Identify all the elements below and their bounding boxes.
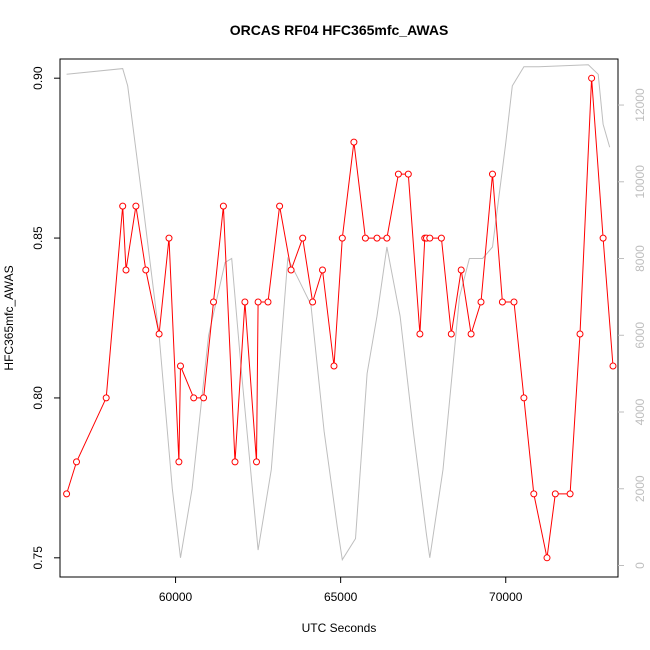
series-layer [63,64,617,562]
chart-title: ORCAS RF04 HFC365mfc_AWAS [230,22,449,38]
y-tick-label: 0.85 [31,226,45,250]
data-point [437,234,445,242]
data-point [287,266,295,274]
data-point [155,330,163,338]
data-point [219,202,227,210]
y-axis-label: HFC365mfc_AWAS [2,265,16,370]
x-tick-label: 70000 [489,590,523,604]
data-point [510,298,518,306]
y-tick-label: 0.75 [31,546,45,570]
y2-tick-label: 10000 [633,165,647,199]
y2-tick-label: 0 [633,562,647,569]
data-point [498,298,506,306]
data-point [264,298,272,306]
data-point [477,298,485,306]
data-point [241,298,249,306]
data-point [276,202,284,210]
y2-tick-label: 4000 [633,398,647,425]
data-point [330,362,338,370]
data-point [361,234,369,242]
data-point [210,298,217,306]
data-point [254,298,262,306]
x-axis: 60000 65000 70000 [159,577,523,604]
data-point [73,458,80,466]
data-point [119,202,127,210]
data-point [350,138,358,146]
data-point [609,362,617,370]
x-tick-label: 65000 [324,590,358,604]
data-point [299,234,307,242]
data-point [319,266,326,274]
y2-tick-label: 12000 [633,88,647,122]
data-point [599,234,607,242]
data-point [416,330,424,338]
data-point [457,266,465,274]
x-axis-label: UTC Seconds [302,621,377,635]
y-axis-right: 0 2000 4000 6000 8000 10000 12000 [618,88,647,569]
data-point [373,234,381,242]
data-point [177,362,184,370]
data-point [122,266,130,274]
data-point [467,330,475,338]
data-point [338,234,346,242]
data-point [551,490,559,498]
data-point [543,554,551,562]
data-point [520,394,528,402]
data-point [447,330,455,338]
data-point [576,330,584,338]
data-point [588,74,596,82]
plot-frame [59,58,619,578]
data-point [489,170,496,178]
data-point [426,234,434,242]
data-point [165,234,173,242]
data-point [383,234,391,242]
y2-tick-label: 6000 [633,322,647,349]
data-point [102,394,110,402]
secondary-series-line [66,64,611,562]
data-point [142,266,150,274]
data-point [404,170,412,178]
y-axis-left: 0.75 0.80 0.85 0.90 [31,66,60,569]
data-point [530,490,538,498]
data-point [253,458,260,466]
primary-series-line [66,78,614,558]
y2-tick-label: 2000 [633,475,647,502]
data-point [309,298,317,306]
data-point [190,394,198,402]
data-point [200,394,208,402]
data-point [394,170,402,178]
y-tick-label: 0.80 [31,386,45,410]
data-point [566,490,574,498]
data-point [63,490,71,498]
data-point [132,202,140,210]
data-point [231,458,239,466]
data-point [175,458,183,466]
x-tick-label: 60000 [159,590,193,604]
y-tick-label: 0.90 [31,66,45,90]
y2-tick-label: 8000 [633,245,647,272]
